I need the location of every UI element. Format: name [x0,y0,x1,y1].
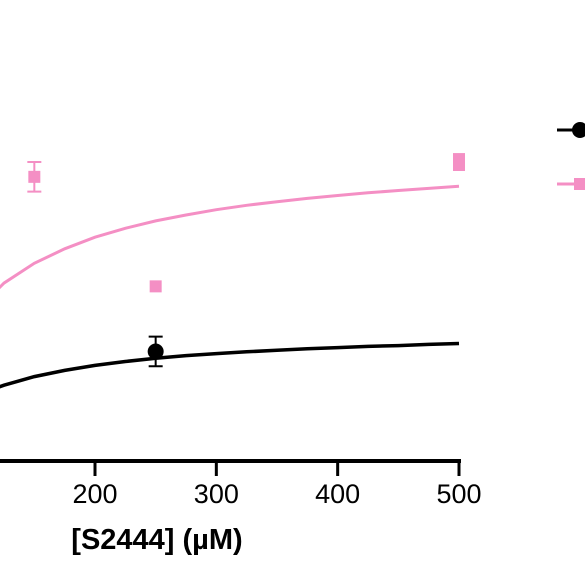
legend-marker-2 [574,178,585,190]
data-point-s2-p2 [149,280,162,293]
fit-curves [0,184,460,389]
x-tick-label-500: 500 [436,479,481,509]
error-bars [27,161,163,368]
x-tick-label-300: 300 [194,479,239,509]
data-point-s1-p1 [147,343,164,360]
legend [557,122,585,190]
fit-curve-2 [0,184,460,290]
x-axis-ticks: 200 300 400 500 [72,461,482,509]
legend-marker-1 [572,122,585,138]
x-tick-label-200: 200 [72,479,117,509]
data-point-s2-p4 [453,159,465,171]
data-points [28,153,465,360]
data-point-s2-p1 [28,170,41,183]
x-tick-label-400: 400 [315,479,360,509]
x-axis-title: [S2444] (µM) [71,524,242,556]
fit-curve-1 [0,341,460,389]
